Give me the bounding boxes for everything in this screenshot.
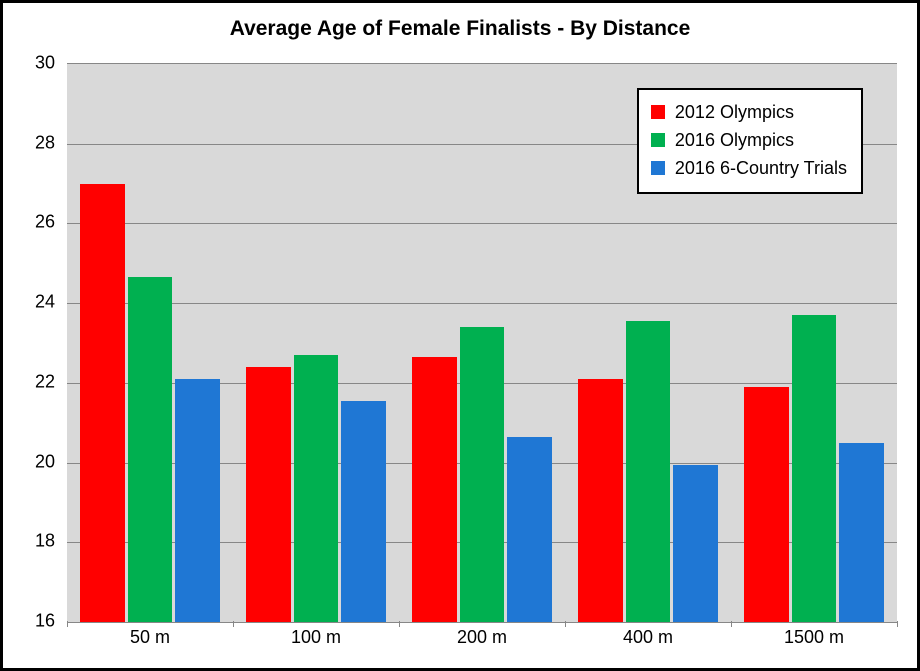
- y-tick-label: 30: [15, 53, 55, 74]
- y-tick-label: 22: [15, 371, 55, 392]
- legend-item: 2016 Olympics: [651, 126, 847, 154]
- bar: [626, 321, 671, 622]
- x-tick-label: 100 m: [291, 627, 341, 648]
- chart-frame: Average Age of Female Finalists - By Dis…: [0, 0, 920, 671]
- x-tick-label: 200 m: [457, 627, 507, 648]
- x-tick-label: 50 m: [130, 627, 170, 648]
- bar: [578, 379, 623, 622]
- bar: [792, 315, 837, 622]
- legend: 2012 Olympics 2016 Olympics 2016 6-Country…: [637, 88, 863, 194]
- y-tick-label: 16: [15, 611, 55, 632]
- x-tick-mark: [897, 621, 898, 627]
- bar: [341, 401, 386, 622]
- bar: [412, 357, 457, 622]
- y-tick-label: 18: [15, 531, 55, 552]
- bar: [246, 367, 291, 622]
- bar: [294, 355, 339, 622]
- x-tick-label: 1500 m: [784, 627, 844, 648]
- y-tick-label: 28: [15, 132, 55, 153]
- x-tick-mark: [67, 621, 68, 627]
- legend-label: 2016 6-Country Trials: [675, 158, 847, 179]
- bar: [673, 465, 718, 622]
- y-tick-label: 26: [15, 212, 55, 233]
- x-tick-mark: [233, 621, 234, 627]
- bar: [507, 437, 552, 622]
- legend-item: 2016 6-Country Trials: [651, 154, 847, 182]
- bar: [839, 443, 884, 622]
- bar: [80, 184, 125, 622]
- bar: [460, 327, 505, 622]
- legend-label: 2016 Olympics: [675, 130, 794, 151]
- y-tick-label: 24: [15, 292, 55, 313]
- chart-title: Average Age of Female Finalists - By Dis…: [3, 17, 917, 41]
- x-tick-label: 400 m: [623, 627, 673, 648]
- legend-swatch: [651, 133, 665, 147]
- x-tick-mark: [399, 621, 400, 627]
- gridline: [67, 303, 897, 304]
- bar: [744, 387, 789, 622]
- legend-swatch: [651, 105, 665, 119]
- bar: [175, 379, 220, 622]
- y-tick-label: 20: [15, 451, 55, 472]
- x-tick-mark: [565, 621, 566, 627]
- legend-swatch: [651, 161, 665, 175]
- bar: [128, 277, 173, 622]
- x-tick-mark: [731, 621, 732, 627]
- legend-item: 2012 Olympics: [651, 98, 847, 126]
- legend-label: 2012 Olympics: [675, 102, 794, 123]
- gridline: [67, 223, 897, 224]
